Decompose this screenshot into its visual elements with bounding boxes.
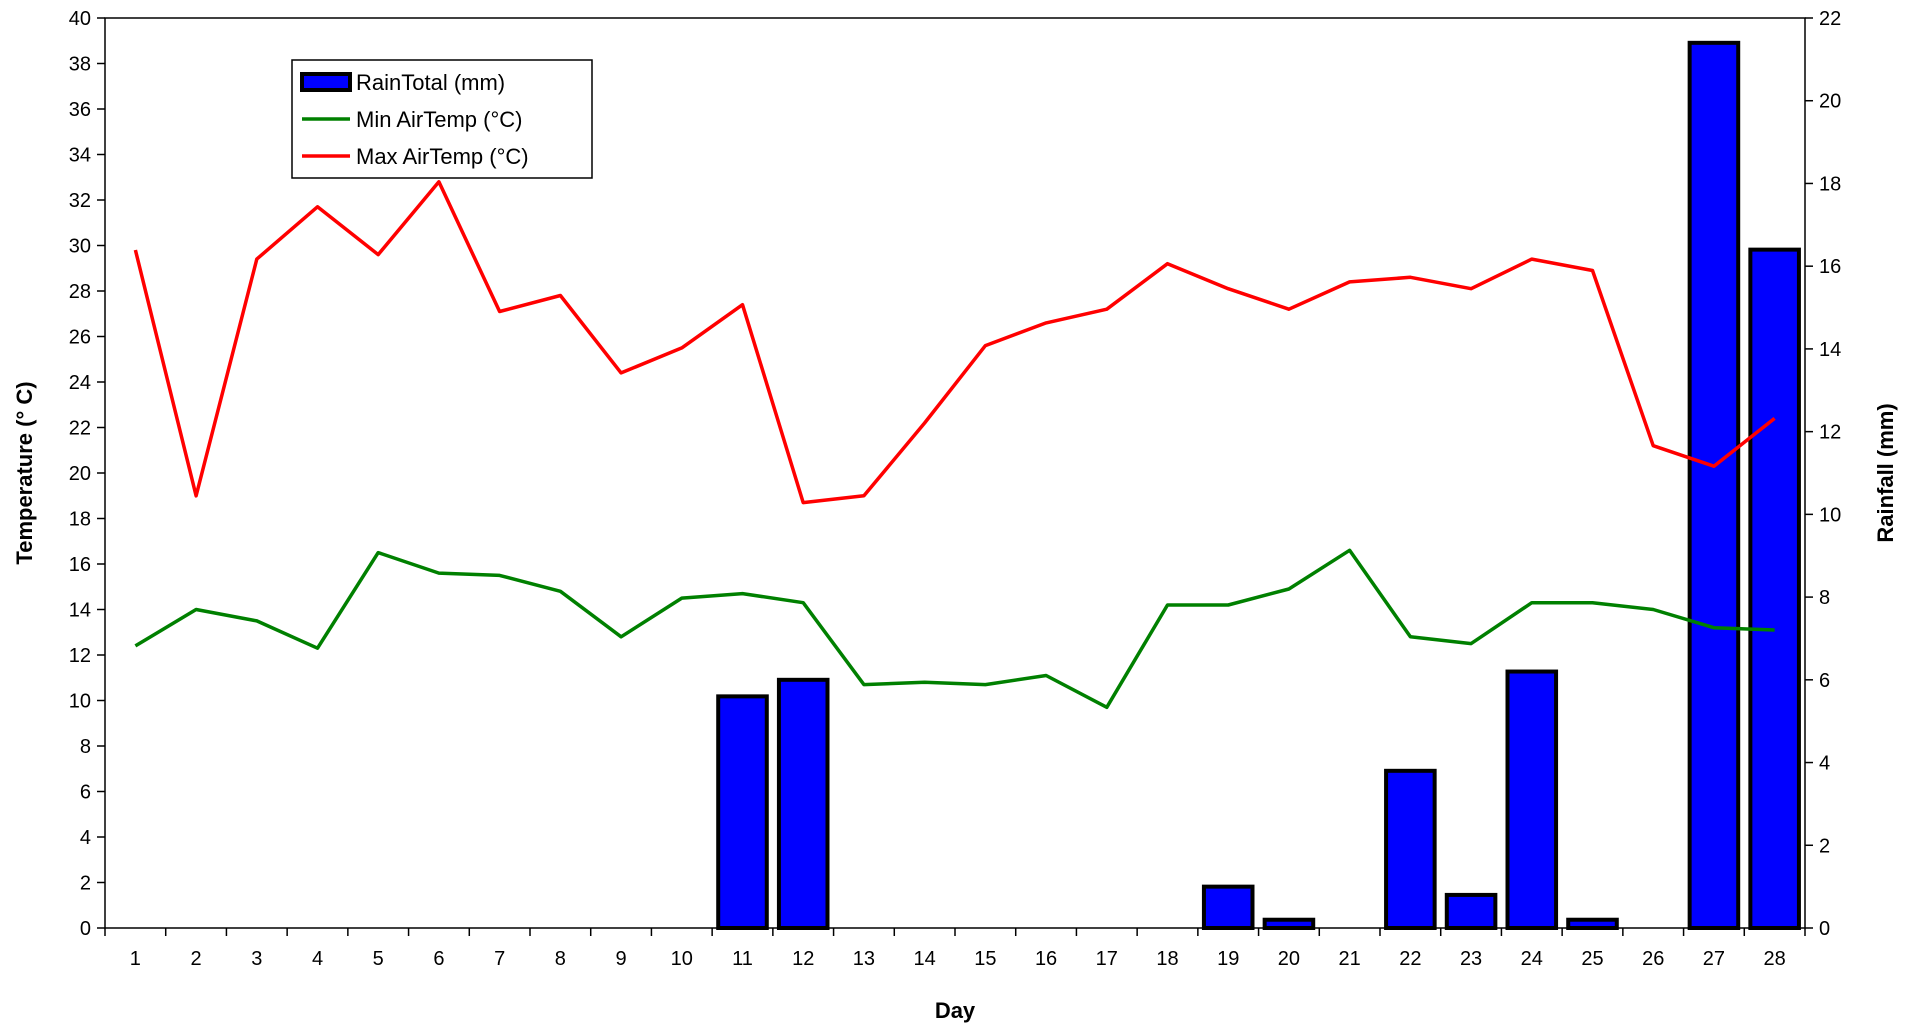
x-tick-label: 23 xyxy=(1460,948,1482,970)
y-left-tick-label: 16 xyxy=(69,554,91,576)
legend-label: Min AirTemp (°C) xyxy=(356,107,522,132)
rain-bar xyxy=(1748,247,1801,931)
x-tick-label: 16 xyxy=(1035,948,1057,970)
y-left-tick-label: 2 xyxy=(80,873,91,895)
y-left-tick-label: 14 xyxy=(69,600,91,622)
y-left-tick-label: 40 xyxy=(69,8,91,30)
x-tick-label: 20 xyxy=(1278,948,1300,970)
y-right-tick-label: 22 xyxy=(1819,8,1841,30)
x-tick-label: 11 xyxy=(732,948,753,970)
x-tick-label: 18 xyxy=(1156,948,1178,970)
y-left-tick-label: 12 xyxy=(69,645,91,667)
legend-label: RainTotal (mm) xyxy=(356,70,505,95)
y-axis-right-title: Rainfall (mm) xyxy=(1873,403,1898,542)
x-tick-label: 6 xyxy=(433,948,444,970)
legend-swatch-rain xyxy=(300,72,352,92)
y-axis-left-title: Temperature (° C) xyxy=(12,381,37,564)
y-right-tick-label: 4 xyxy=(1819,753,1830,775)
max-temp-line xyxy=(133,180,1776,505)
x-tick-label: 9 xyxy=(616,948,627,970)
y-right-tick-label: 16 xyxy=(1819,256,1841,278)
y-left-tick-label: 8 xyxy=(80,736,91,758)
y-right-tick-label: 18 xyxy=(1819,173,1841,195)
x-tick-label: 17 xyxy=(1096,948,1118,970)
rain-bar xyxy=(1687,40,1741,931)
y-right-tick-label: 20 xyxy=(1819,91,1841,113)
bar-series xyxy=(716,40,1801,931)
x-tick-label: 3 xyxy=(251,948,262,970)
x-tick-label: 2 xyxy=(191,948,202,970)
y-right-tick-label: 12 xyxy=(1819,422,1841,444)
y-left-tick-label: 36 xyxy=(69,99,91,121)
x-axis-title: Day xyxy=(935,998,976,1023)
rain-bar xyxy=(1566,917,1619,931)
y-left-tick-label: 26 xyxy=(69,327,91,349)
y-right-tick-label: 2 xyxy=(1819,835,1830,857)
x-tick-label: 27 xyxy=(1703,948,1725,970)
x-tick-label: 19 xyxy=(1217,948,1239,970)
x-tick-label: 8 xyxy=(555,948,566,970)
x-tick-label: 13 xyxy=(853,948,875,970)
y-left-tick-label: 20 xyxy=(69,463,91,485)
y-right-tick-label: 6 xyxy=(1819,670,1830,692)
x-tick-label: 7 xyxy=(494,948,505,970)
x-tick-label: 24 xyxy=(1521,948,1543,970)
rain-bar xyxy=(1262,917,1316,931)
rain-bar xyxy=(776,677,830,930)
y-right-tick-label: 10 xyxy=(1819,504,1841,526)
x-tick-label: 28 xyxy=(1764,948,1786,970)
y-right-tick-label: 14 xyxy=(1819,339,1841,361)
rain-bar xyxy=(1384,768,1437,930)
x-tick-label: 15 xyxy=(974,948,996,970)
y-left-tick-label: 4 xyxy=(80,827,91,849)
y-left-tick-label: 32 xyxy=(69,190,91,212)
min-temp-line xyxy=(134,548,1775,710)
x-tick-label: 1 xyxy=(130,948,141,970)
y-left-tick-label: 0 xyxy=(80,918,91,940)
y-left-tick-label: 24 xyxy=(69,372,91,394)
x-tick-label: 5 xyxy=(373,948,384,970)
rain-bar xyxy=(716,694,769,931)
rain-bar xyxy=(1444,892,1498,931)
y-right-tick-label: 8 xyxy=(1819,587,1830,609)
y-left-tick-label: 34 xyxy=(69,145,91,167)
legend: RainTotal (mm) Min AirTemp (°C) Max AirTem… xyxy=(291,59,593,179)
x-tick-label: 22 xyxy=(1399,948,1421,970)
x-tick-label: 10 xyxy=(671,948,693,970)
axes: 0246810121416182022242628303234363840024… xyxy=(69,8,1842,970)
y-left-tick-label: 28 xyxy=(69,281,91,303)
x-tick-label: 12 xyxy=(792,948,814,970)
y-right-tick-label: 0 xyxy=(1819,918,1830,940)
x-tick-label: 14 xyxy=(914,948,936,970)
x-tick-label: 21 xyxy=(1339,948,1361,970)
y-left-tick-label: 6 xyxy=(80,782,91,804)
y-left-tick-label: 22 xyxy=(69,418,91,440)
x-tick-label: 26 xyxy=(1642,948,1664,970)
x-tick-label: 25 xyxy=(1581,948,1603,970)
y-left-tick-label: 18 xyxy=(69,509,91,531)
rain-bar xyxy=(1201,884,1255,930)
line-series xyxy=(133,180,1776,710)
legend-label: Max AirTemp (°C) xyxy=(356,144,529,169)
x-tick-label: 4 xyxy=(312,948,323,970)
y-left-tick-label: 10 xyxy=(69,691,91,713)
y-left-tick-label: 30 xyxy=(69,236,91,258)
y-left-tick-label: 38 xyxy=(69,54,91,76)
rain-bar xyxy=(1505,669,1559,931)
